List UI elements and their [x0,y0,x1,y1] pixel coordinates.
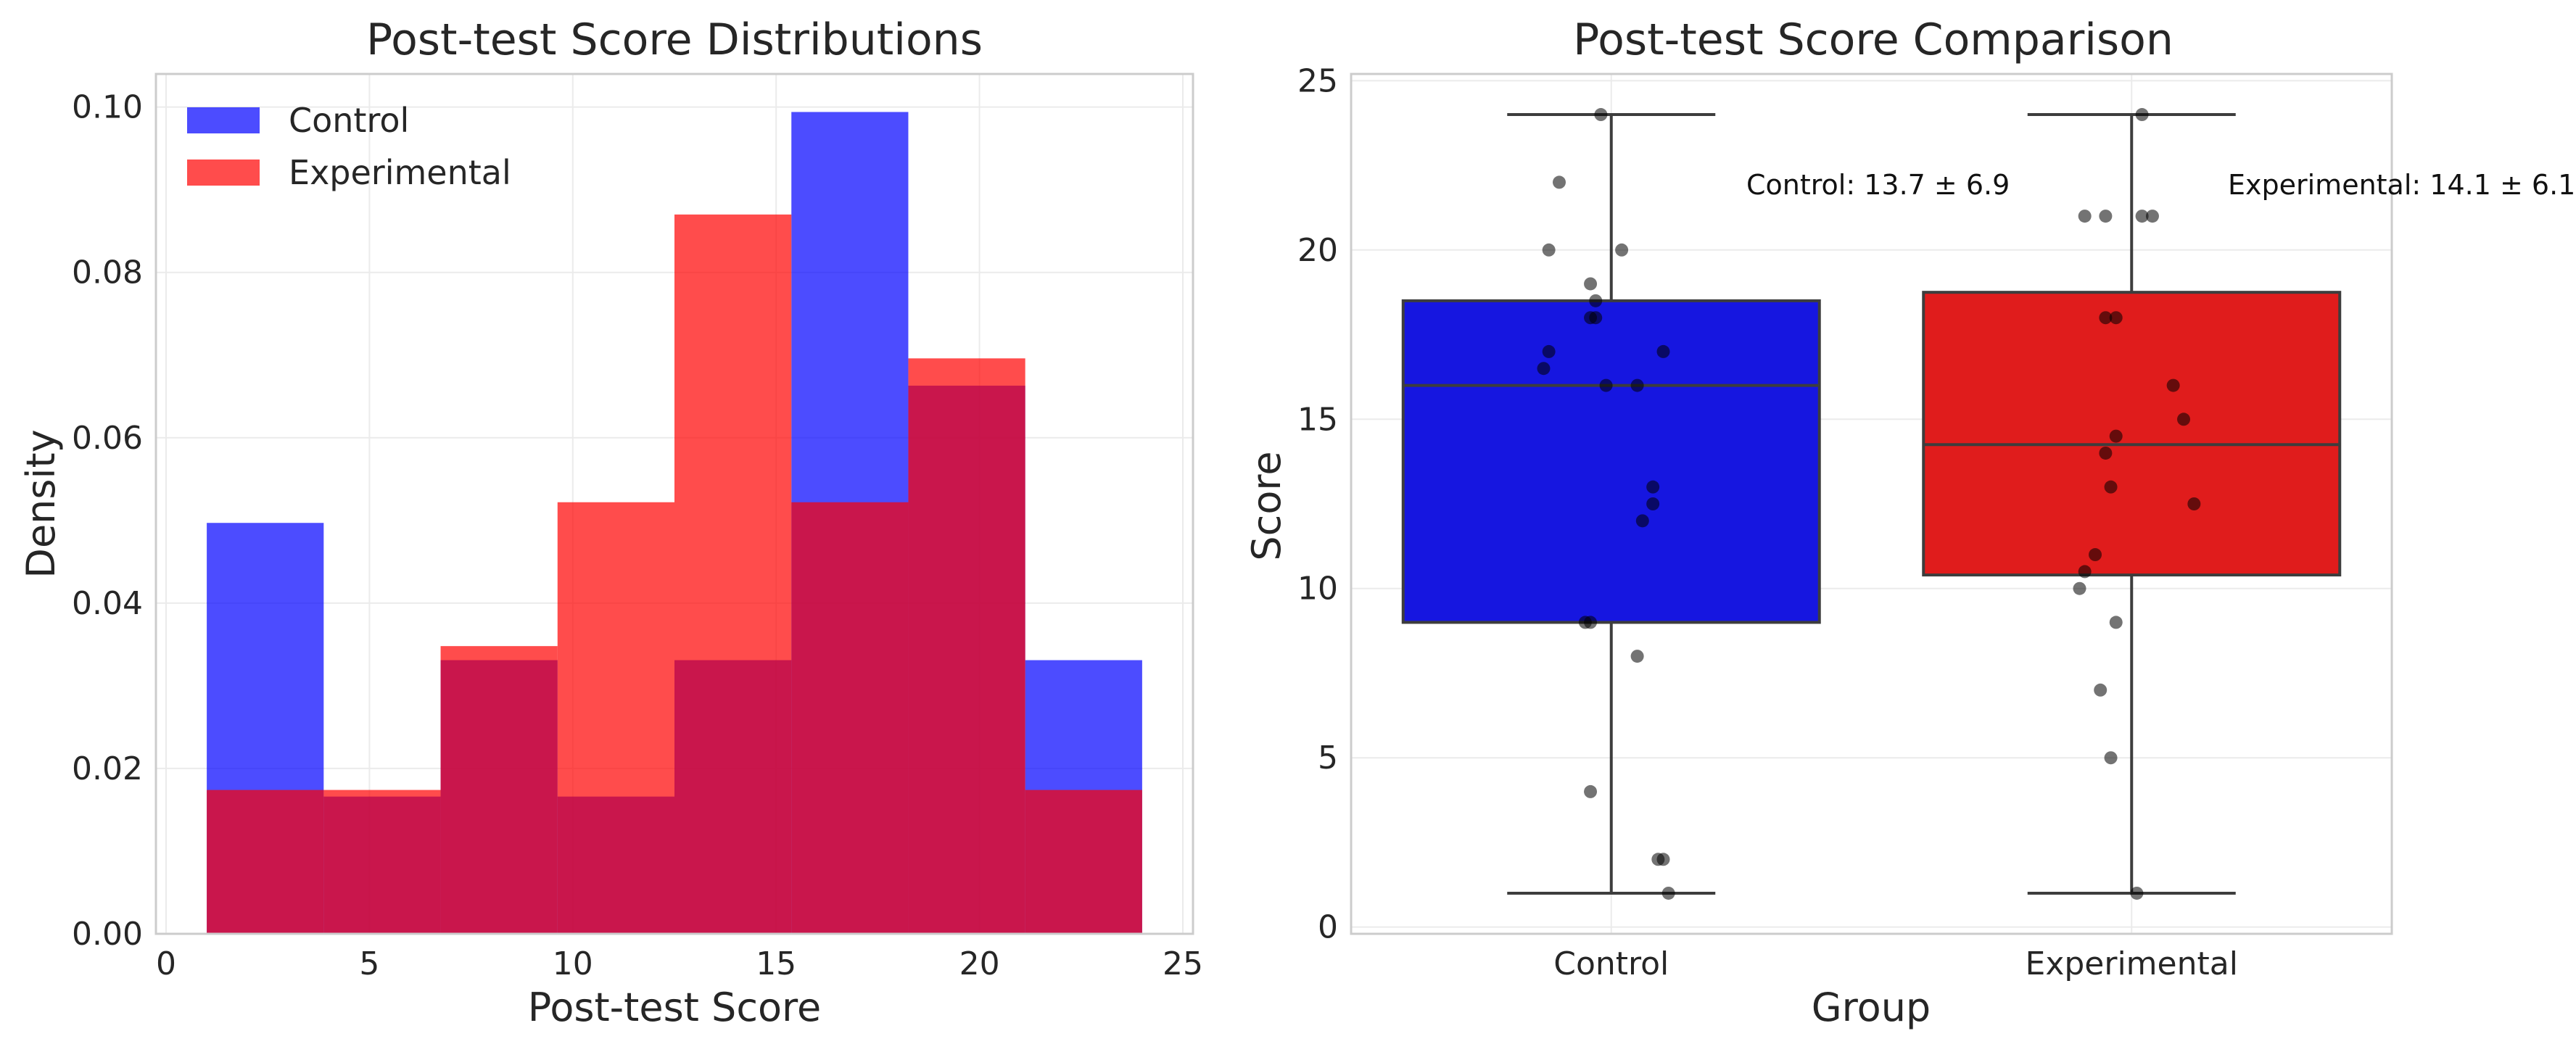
data-point-experimental [2099,311,2113,325]
boxplot-x-tick-label: Control [1553,945,1669,982]
histogram-x-tick-label: 5 [359,945,379,982]
data-point-experimental [2104,751,2118,765]
histogram-legend: Control Experimental [187,101,511,192]
histogram-y-tick-label: 0.06 [72,420,143,457]
boxplot-x-axis-label: Group [1812,985,1931,1030]
histogram-x-axis-label: Post-test Score [528,985,822,1030]
histogram-y-tick-label: 0.00 [72,916,143,953]
data-point-experimental [2177,413,2190,426]
histogram-x-ticks: 0 5 10 15 20 25 [156,945,1203,982]
data-point-control [1594,108,1608,122]
histogram-x-tick-label: 0 [156,945,176,982]
boxplot-title: Post-test Score Comparison [1573,15,2174,65]
data-point-control [1646,480,1660,494]
data-point-experimental [2187,497,2201,510]
histogram-panel: Post-test Score Distributions 0 5 10 15 20 25… [18,15,1203,1030]
data-point-experimental [2109,616,2123,629]
boxplot-y-ticks: 0 5 10 15 20 25 [1297,62,1338,945]
data-point-experimental [2145,210,2159,223]
histogram-bar-experimental [323,790,441,934]
legend-swatch-experimental [187,160,260,186]
data-point-control [1553,175,1566,189]
data-point-control [1584,277,1598,291]
histogram-x-tick-label: 20 [959,945,1000,982]
histogram-y-axis-label: Density [18,429,64,578]
data-point-experimental [2135,108,2149,122]
data-point-control [1584,784,1598,798]
data-point-experimental [2099,210,2113,223]
data-point-experimental [2073,581,2086,595]
histogram-bar-experimental [674,214,792,935]
data-point-experimental [2104,480,2118,494]
boxplot-y-axis-label: Score [1244,451,1289,560]
boxplot-panel: Post-test Score Comparison Control Experi… [1244,15,2575,1030]
legend-label-experimental: Experimental [289,153,511,192]
data-point-control [1630,378,1644,392]
data-point-control [1656,344,1670,358]
histogram-y-tick-label: 0.10 [72,89,143,126]
data-point-control [1635,514,1649,528]
histogram-x-tick-label: 10 [553,945,593,982]
data-point-control [1646,497,1660,510]
histogram-x-tick-label: 15 [756,945,796,982]
histogram-y-ticks: 0.00 0.02 0.04 0.06 0.08 0.10 [72,89,143,953]
data-point-experimental [2130,886,2144,900]
boxplot-y-tick-label: 20 [1297,232,1338,269]
annotation-experimental-mean-sd: Experimental: 14.1 ± 6.1 [2228,169,2575,201]
histogram-bar-experimental [557,502,674,934]
histogram-title: Post-test Score Distributions [366,15,983,65]
data-point-experimental [2109,429,2123,443]
boxplot-points [1537,108,2201,900]
data-point-experimental [2099,446,2113,460]
boxplot-boxes [1401,113,2342,895]
boxplot-x-tick-label: Experimental [2026,945,2238,982]
histogram-bar-experimental [207,790,324,934]
histogram-bar-experimental [1025,790,1142,934]
histogram-y-tick-label: 0.08 [72,254,143,291]
box-control [1401,299,1821,624]
legend-label-control: Control [289,101,409,140]
histogram-bar-experimental [440,646,558,934]
boxplot-x-ticks: Control Experimental [1553,945,2238,982]
data-point-control [1542,344,1556,358]
data-point-control [1656,853,1670,866]
data-point-control [1661,886,1675,900]
histogram-bar-experimental [908,358,1025,934]
data-point-experimental [2166,378,2180,392]
box-experimental [1922,291,2342,577]
data-point-experimental [2078,565,2092,579]
data-point-control [1542,243,1556,257]
data-point-experimental [2089,548,2102,562]
data-point-control [1537,362,1551,376]
data-point-control [1584,616,1598,629]
data-point-experimental [2078,210,2092,223]
histogram-x-tick-label: 25 [1163,945,1203,982]
histogram-bars [207,112,1142,935]
boxplot-y-tick-label: 25 [1297,62,1338,99]
data-point-control [1589,294,1603,307]
annotation-control-mean-sd: Control: 13.7 ± 6.9 [1746,169,2010,201]
histogram-y-tick-label: 0.02 [72,750,143,787]
data-point-control [1630,650,1644,663]
data-point-experimental [2094,683,2108,697]
histogram-plot-frame [154,73,1194,935]
data-point-control [1615,243,1629,257]
histogram-y-tick-label: 0.04 [72,585,143,622]
boxplot-y-tick-label: 0 [1318,909,1338,946]
histogram-bar-experimental [791,502,909,934]
boxplot-y-tick-label: 5 [1318,740,1338,776]
boxplot-y-tick-label: 10 [1297,571,1338,608]
data-point-experimental [2135,210,2149,223]
data-point-control [1589,311,1603,325]
boxplot-plot-frame [1350,73,2393,935]
boxplot-y-tick-label: 15 [1297,401,1338,438]
legend-swatch-control [187,107,260,133]
data-point-experimental [2109,311,2123,325]
data-point-control [1599,378,1613,392]
